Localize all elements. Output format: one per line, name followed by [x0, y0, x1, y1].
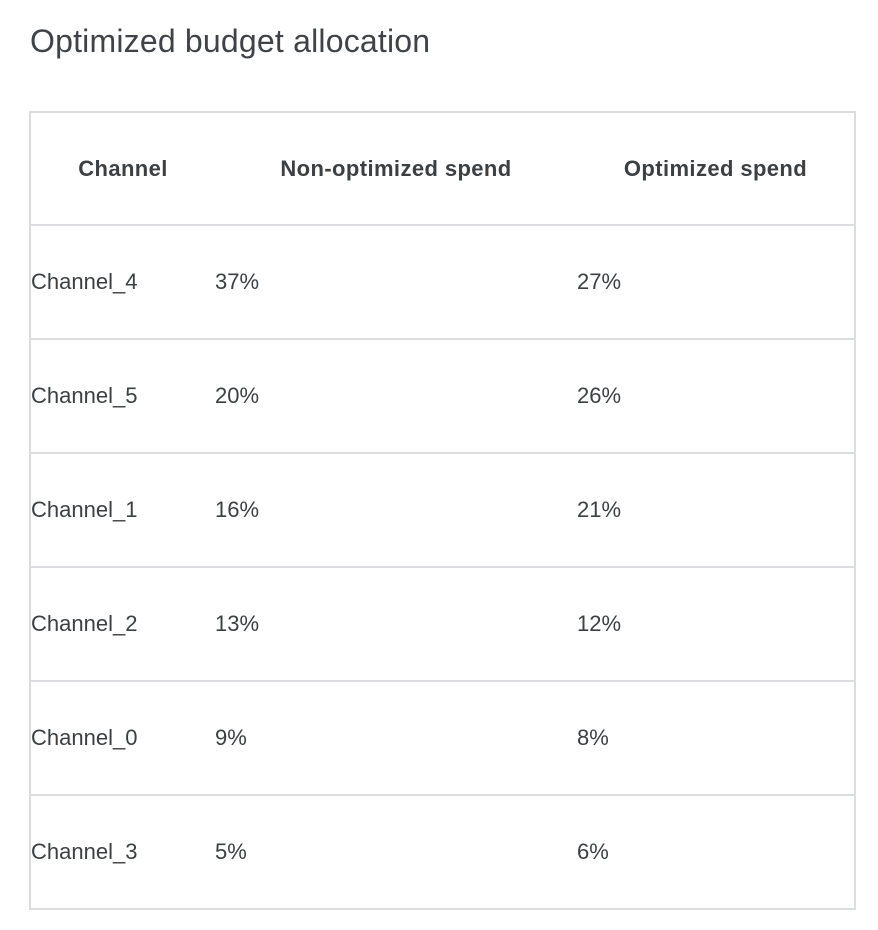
table-row: Channel_0 9% 8% — [30, 681, 855, 795]
non-optimized-spend-cell: 16% — [215, 497, 260, 522]
channel-cell: Channel_3 — [31, 839, 138, 864]
optimized-spend-cell: 12% — [577, 611, 622, 636]
optimized-spend-cell: 6% — [577, 839, 609, 864]
table-header-row: Channel Non-optimized spend Optimized sp… — [30, 112, 855, 225]
non-optimized-spend-cell: 13% — [215, 611, 260, 636]
channel-cell: Channel_1 — [31, 497, 138, 522]
column-header-optimized-spend: Optimized spend — [623, 155, 808, 181]
page-title: Optimized budget allocation — [30, 23, 431, 59]
column-header-non-optimized-spend: Non-optimized spend — [280, 155, 512, 181]
table-row: Channel_2 13% 12% — [30, 567, 855, 681]
column-header-channel: Channel — [78, 155, 168, 181]
non-optimized-spend-cell: 20% — [215, 383, 260, 408]
channel-cell: Channel_5 — [31, 383, 138, 408]
optimized-spend-cell: 27% — [577, 269, 622, 294]
optimized-spend-cell: 8% — [577, 725, 609, 750]
table-row: Channel_4 37% 27% — [30, 225, 855, 339]
table-row: Channel_5 20% 26% — [30, 339, 855, 453]
channel-cell: Channel_4 — [31, 269, 138, 294]
optimized-spend-cell: 21% — [577, 497, 622, 522]
table-row: Channel_1 16% 21% — [30, 453, 855, 567]
table-row: Channel_3 5% 6% — [30, 795, 855, 909]
budget-allocation-table: Channel Non-optimized spend Optimized sp… — [29, 111, 856, 910]
non-optimized-spend-cell: 5% — [215, 839, 247, 864]
non-optimized-spend-cell: 9% — [215, 725, 247, 750]
non-optimized-spend-cell: 37% — [215, 269, 260, 294]
channel-cell: Channel_2 — [31, 611, 138, 636]
budget-allocation-table-container: Channel Non-optimized spend Optimized sp… — [29, 111, 878, 910]
optimized-spend-cell: 26% — [577, 383, 622, 408]
channel-cell: Channel_0 — [31, 725, 138, 750]
